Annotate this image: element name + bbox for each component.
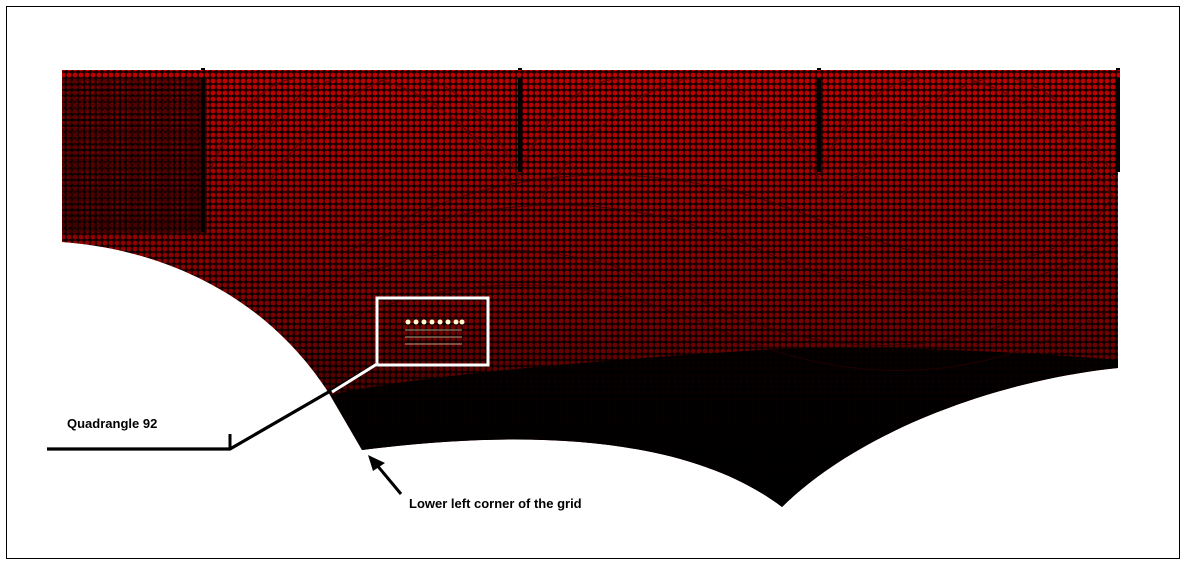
lower-left-corner-label: Lower left corner of the grid <box>409 496 582 511</box>
highlight-cells <box>405 319 465 325</box>
quadrangle-92-highlight <box>375 296 490 367</box>
grid-mesh <box>62 68 1120 507</box>
quadrangle-92-label: Quadrangle 92 <box>67 416 158 431</box>
corner-arrow <box>368 455 403 495</box>
highlight-box <box>375 296 490 367</box>
mesh-block-boundaries <box>201 68 1120 232</box>
mesh-top-edge <box>62 70 1120 78</box>
leader-white-segment <box>331 362 378 394</box>
